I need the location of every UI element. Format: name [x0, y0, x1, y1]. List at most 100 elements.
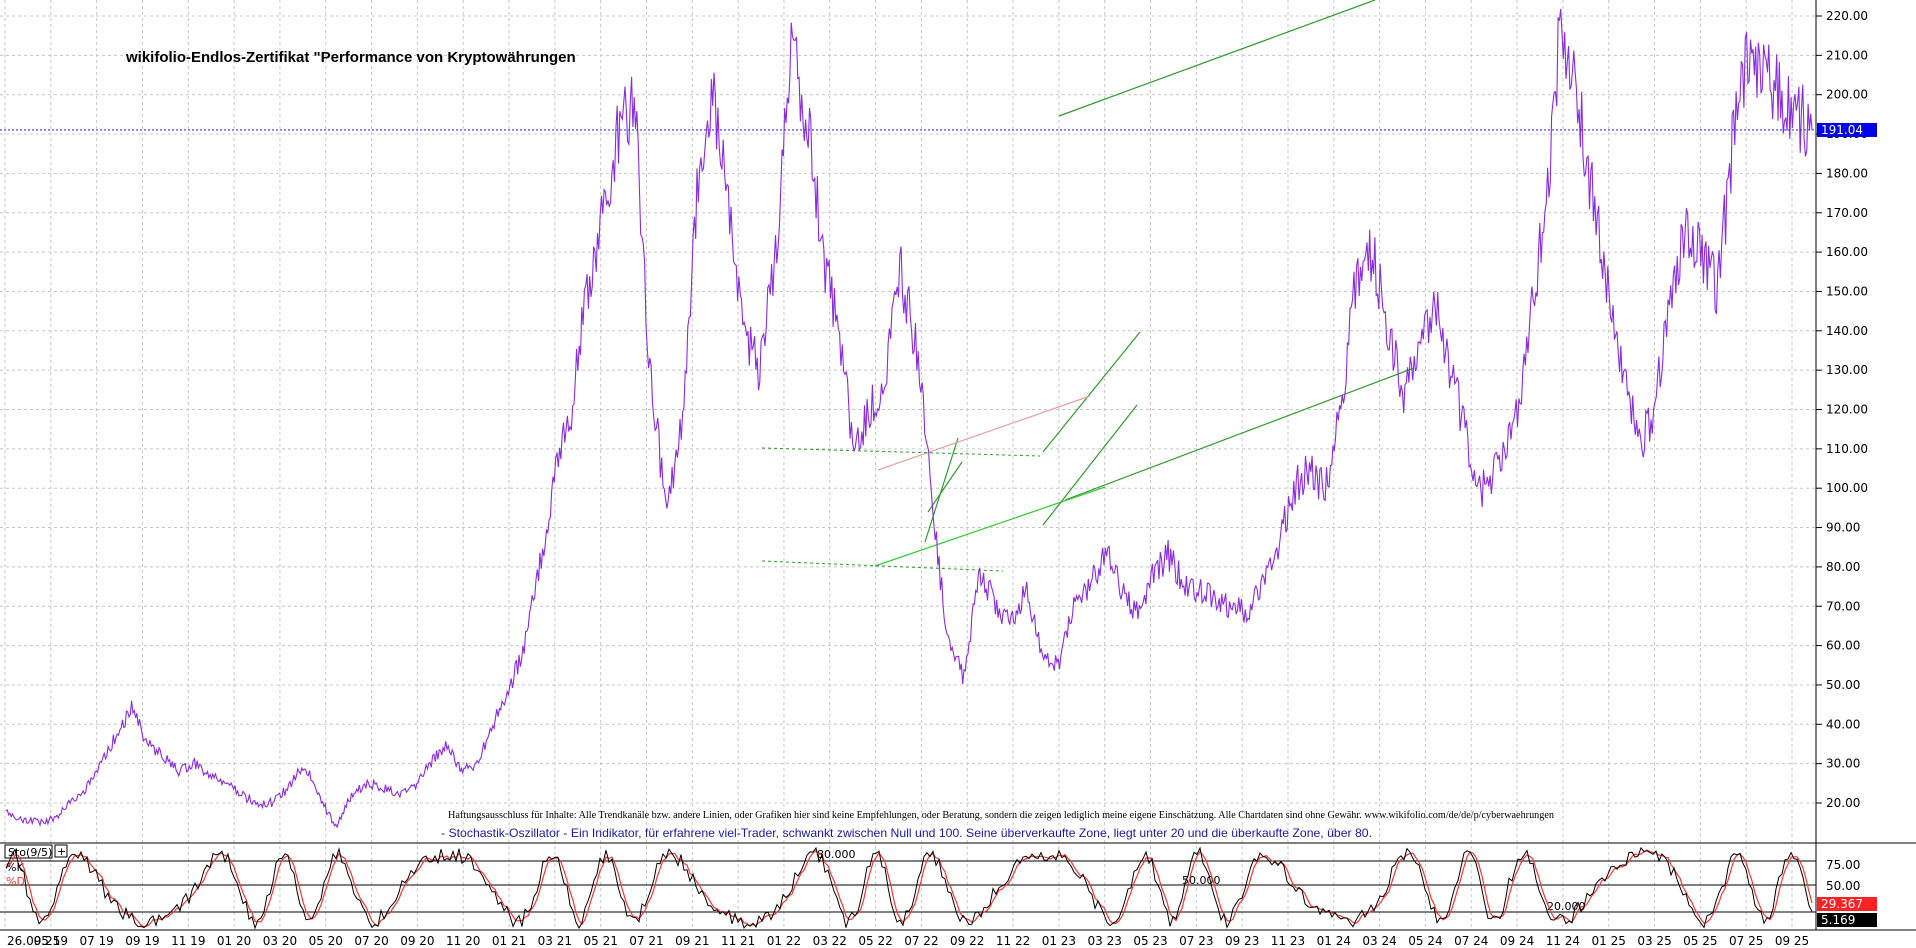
y-tick-label: 20.00: [1826, 796, 1860, 810]
x-tick-label: 05 22: [858, 934, 892, 948]
x-tick-label: 11 20: [446, 934, 480, 948]
stoch-d-badge: [1817, 897, 1877, 911]
trendline: [874, 486, 1106, 567]
x-tick-label: 07 21: [629, 934, 663, 948]
x-tick-label: 01 22: [767, 934, 801, 948]
stoch-k-badge: [1817, 913, 1877, 927]
x-tick-label: 03 21: [538, 934, 572, 948]
x-tick-label: 03 24: [1362, 934, 1396, 948]
y-tick-label: 120.00: [1826, 403, 1868, 417]
x-tick-label: 01 23: [1042, 934, 1076, 948]
x-tick-label: 09 19: [125, 934, 159, 948]
y-tick-label: 200.00: [1826, 88, 1868, 102]
x-tick-label: 09 24: [1500, 934, 1534, 948]
y-tick-label: 40.00: [1826, 717, 1860, 731]
stochastic-panel: 80.000 50.000 20.000 Sto(9/5) + %K %D 75…: [0, 842, 1916, 931]
y-tick-label: 70.00: [1826, 599, 1860, 613]
x-tick-label: 05 25: [1683, 934, 1717, 948]
x-tick-label: 07 20: [354, 934, 388, 948]
x-tick-label: 01 21: [492, 934, 526, 948]
indicator-name-box[interactable]: [4, 844, 53, 859]
stoch-k-value: 5.169: [1821, 913, 1855, 927]
x-tick-label: 05 21: [583, 934, 617, 948]
legend-k: %K: [6, 861, 24, 874]
x-tick-label: 03 23: [1088, 934, 1122, 948]
x-tick-label: 07 24: [1454, 934, 1488, 948]
trendline: [1042, 331, 1141, 453]
x-tick-label: 09 20: [400, 934, 434, 948]
x-tick-label: 01 20: [217, 934, 251, 948]
y-tick-label: 210.00: [1826, 48, 1868, 62]
y-tick-label: 100.00: [1826, 481, 1868, 495]
x-tick-label: 05 23: [1133, 934, 1167, 948]
x-tick-label: 03 25: [1637, 934, 1671, 948]
y-tick-label: 60.00: [1826, 639, 1860, 653]
stoch-d-value: 29.367: [1821, 897, 1863, 911]
stoch-d-line: [5, 849, 1813, 928]
horizontal-gridlines: [0, 15, 1816, 804]
y-tick-label: 80.00: [1826, 560, 1860, 574]
x-tick-label: 07 23: [1179, 934, 1213, 948]
disclaimer-text: Haftungsausschluss für Inhalte: Alle Tre…: [448, 810, 1554, 821]
stoch-k-line: [5, 846, 1813, 930]
legend-d: %D: [6, 875, 25, 888]
current-value-badge: [1817, 122, 1877, 137]
trendlines: [761, 0, 1415, 572]
x-tick-label: 09 22: [950, 934, 984, 948]
y-tick-label: 170.00: [1826, 206, 1868, 220]
y-axis-tick-labels: 220.00210.00200.00190.00180.00170.00160.…: [1816, 9, 1868, 810]
trendline: [1058, 0, 1376, 117]
chart-title: wikifolio-Endlos-Zertifikat "Performance…: [125, 49, 576, 66]
y-tick-label: 150.00: [1826, 284, 1868, 298]
x-tick-label: 01 24: [1317, 934, 1351, 948]
y-tick-label: 140.00: [1826, 324, 1868, 338]
x-tick-label: 05 24: [1408, 934, 1442, 948]
y-tick-label: 180.00: [1826, 166, 1868, 180]
trendline: [927, 461, 963, 513]
vertical-gridlines: [4, 0, 1793, 930]
x-tick-label: 09 23: [1225, 934, 1259, 948]
x-tick-label: 05 20: [309, 934, 343, 948]
x-tick-label: 09 25: [1775, 934, 1809, 948]
x-tick-label: 11 23: [1271, 934, 1305, 948]
y-tick-label: 130.00: [1826, 363, 1868, 377]
x-tick-label: 11 22: [996, 934, 1030, 948]
stoch-tick-75: 75.00: [1826, 858, 1860, 872]
x-tick-label: 03 22: [813, 934, 847, 948]
x-tick-label: 11 21: [721, 934, 755, 948]
x-tick-label: 07 25: [1729, 934, 1763, 948]
x-tick-label: 03 20: [263, 934, 297, 948]
x-tick-label: 09 21: [675, 934, 709, 948]
indicator-description: - Stochastik-Oszillator - Ein Indikator,…: [441, 826, 1372, 840]
y-tick-label: 220.00: [1826, 9, 1868, 23]
channel-line: [761, 447, 1041, 457]
stoch-level-80-label: 80.000: [817, 848, 856, 861]
trendline: [877, 395, 1091, 471]
current-value-label: 191.04: [1821, 123, 1863, 137]
y-tick-label: 50.00: [1826, 678, 1860, 692]
y-tick-label: 30.00: [1826, 757, 1860, 771]
trendline: [1042, 404, 1138, 526]
x-tick-label: 26.09.25: [7, 934, 60, 948]
trendline: [924, 437, 959, 543]
expand-icon-glyph: +: [57, 845, 66, 858]
expand-icon[interactable]: [54, 844, 68, 858]
x-tick-label: 05 19: [34, 934, 68, 948]
stoch-level-20-label: 20.000: [1547, 900, 1586, 913]
x-tick-label: 11 24: [1546, 934, 1580, 948]
channel-line: [761, 560, 1004, 572]
indicator-name: Sto(9/5): [8, 846, 52, 859]
x-tick-label: 07 22: [904, 934, 938, 948]
x-tick-label: 07 19: [79, 934, 113, 948]
trendline: [1064, 367, 1415, 501]
x-tick-label: 01 25: [1592, 934, 1626, 948]
price-series-line: [5, 8, 1813, 829]
y-tick-label: 110.00: [1826, 442, 1868, 456]
y-tick-label: 160.00: [1826, 245, 1868, 259]
stoch-tick-50: 50.00: [1826, 879, 1860, 893]
x-tick-label: 11 19: [171, 934, 205, 948]
